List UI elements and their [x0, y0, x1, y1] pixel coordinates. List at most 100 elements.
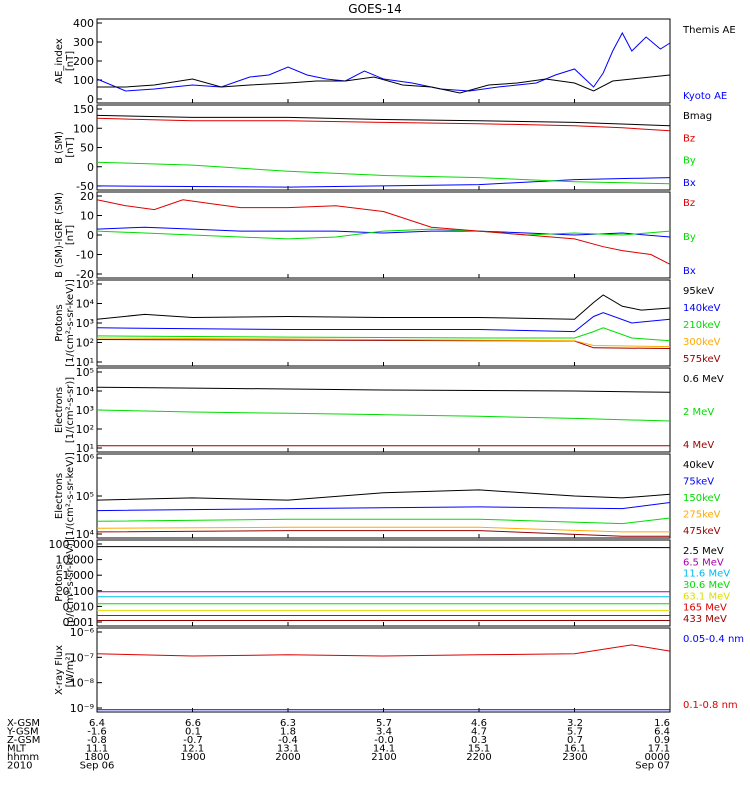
row-label-y-gsm: Y-GSM [6, 727, 39, 738]
y-axis-label: [nT] [65, 137, 76, 157]
y-tick-label: 1.000 [63, 569, 95, 582]
series-40kev [96, 489, 671, 501]
y-tick-label: 400 [73, 17, 94, 30]
row-value: 11.1 [86, 744, 108, 755]
y-axis-label: [nT] [65, 225, 76, 245]
row-value: -0.7 [183, 735, 203, 746]
row-value: 16.1 [564, 744, 586, 755]
series-275kev [96, 526, 670, 533]
row-value: 2200 [466, 752, 491, 763]
row-value: 15.1 [468, 744, 490, 755]
y-tick-label: -10 [76, 249, 94, 262]
series-0-6-mev [96, 386, 671, 393]
row-value: 3.2 [567, 718, 583, 729]
year-label: 2010 [7, 761, 32, 772]
legend-6-5-mev: 6.5 MeV [683, 557, 724, 568]
legend-165-mev: 165 MeV [683, 603, 727, 614]
row-label-x-gsm: X-GSM [7, 718, 40, 729]
panel-ae-index: 400 300 200 100 0 AE_index [nT] Themis AE Kyoto … [54, 17, 736, 106]
panel-frame [96, 367, 671, 453]
legend-0-6-mev: 0.6 MeV [683, 374, 724, 385]
y-axis-label: X-ray Flux [54, 645, 65, 695]
y-tick-label: 10⁶ [76, 452, 95, 465]
y-tick-label: 10¹ [76, 356, 94, 369]
y-tick-label: 10⁴ [76, 298, 95, 311]
y-tick-label: -50 [76, 180, 94, 193]
row-value: 2000 [275, 752, 300, 763]
panel-frame [96, 104, 671, 191]
legend-by: By [683, 232, 696, 243]
y-axis-label: AE_index [54, 38, 65, 84]
y-tick-label: 200 [73, 55, 94, 68]
y-tick-label: 10 [80, 210, 94, 223]
y-tick-label: 0.010 [63, 600, 95, 613]
legend-11-6-mev: 11.6 MeV [683, 569, 730, 580]
y-tick-label: 10⁻⁶ [70, 626, 95, 639]
legend-bz: Bz [683, 198, 695, 209]
y-tick-label: 0.001 [63, 616, 95, 629]
legend-30-6-mev: 30.6 MeV [683, 580, 730, 591]
y-tick-label: 150 [73, 103, 94, 116]
row-value: 6.4 [654, 727, 670, 738]
legend-2-mev: 2 MeV [683, 407, 714, 418]
y-tick-label: 300 [73, 36, 94, 49]
series-75kev [96, 502, 671, 512]
legend-95kev: 95keV [683, 286, 714, 297]
row-value: 17.1 [648, 744, 670, 755]
y-axis-label: [p/(cm²-s-sr-keV)] [65, 539, 76, 627]
y-axis-label: B (SM) [54, 131, 65, 164]
legend-themis-ae: Themis AE [682, 25, 736, 36]
legend-300kev: 300keV [683, 337, 721, 348]
row-value: 0.9 [654, 735, 670, 746]
orbit-ephemeris-table: X-GSM 6.4 6.6 6.3 5.7 4.6 3.2 1.6 Y-GSM -1.6 0.1 1.… [6, 718, 670, 772]
legend-150kev: 150keV [683, 493, 721, 504]
row-value: 1.6 [654, 718, 670, 729]
legend-40kev: 40keV [683, 460, 714, 471]
panel-frame [96, 279, 671, 367]
y-axis-label: Protons [54, 304, 65, 341]
series-bmag [96, 114, 671, 127]
y-tick-label: 10.000 [56, 554, 95, 567]
y-tick-label: 50 [80, 142, 94, 155]
row-value: 12.1 [182, 744, 204, 755]
row-label-hhmm: hhmm [7, 752, 39, 763]
panel-frame [96, 18, 671, 104]
row-value: 0.7 [567, 735, 583, 746]
y-axis-label: [1/(cm²-s-sr-keV)] [65, 279, 76, 367]
series-2-5-mev [96, 546, 671, 549]
y-tick-label: 10⁻⁷ [70, 651, 94, 664]
y-axis-label: B (SM)-IGRF (SM) [54, 192, 65, 278]
panel-b-sm: 150 100 50 0 -50 B (SM) [nT] Bmag Bz By Bx [54, 103, 712, 193]
series-300kev [96, 337, 671, 348]
row-value: 13.1 [277, 744, 299, 755]
panel-electrons-mev: 10⁵ 10⁴ 10³ 10² 10¹ Electrons [1/(cm²-s-sr)] 0.… [54, 366, 724, 455]
y-tick-label: 0.100 [63, 585, 95, 598]
row-value: 2100 [371, 752, 396, 763]
legend-63-1-mev: 63.1 MeV [683, 591, 730, 602]
series-150kev [96, 517, 671, 525]
legend-75kev: 75keV [683, 477, 714, 488]
series-575kev [96, 339, 671, 349]
series-by [96, 228, 671, 240]
series-bz [96, 117, 671, 132]
row-value: 4.6 [471, 718, 487, 729]
row-value: -0.4 [278, 735, 298, 746]
series-475kev [96, 530, 670, 537]
y-tick-label: -20 [76, 268, 94, 281]
y-axis-label: [1/(cm²-s-sr-keV)] [65, 452, 76, 540]
row-value: 1.8 [280, 727, 296, 738]
plot-title: GOES-14 [348, 2, 402, 16]
row-value: -1.6 [87, 727, 107, 738]
legend-by: By [683, 156, 696, 167]
legend-210kev: 210keV [683, 320, 721, 331]
y-tick-label: 10³ [76, 317, 94, 330]
row-value: -0.0 [374, 735, 394, 746]
series-2-mev [96, 409, 671, 422]
series-bx [96, 226, 671, 238]
series-0-1-0-8-nm [96, 644, 671, 657]
y-tick-label: 10² [76, 423, 94, 436]
row-value: 0.3 [471, 735, 487, 746]
row-value: 2300 [562, 752, 587, 763]
row-value: 0.1 [185, 727, 201, 738]
